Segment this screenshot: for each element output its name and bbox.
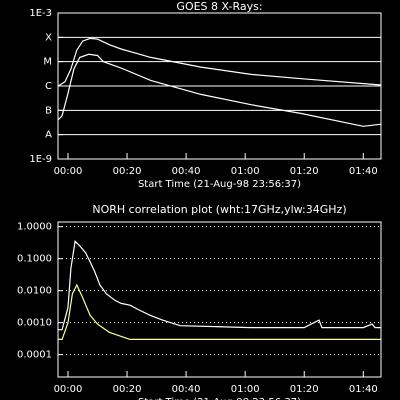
x-tick-label: 00:20 <box>113 384 142 395</box>
x-axis-label: Start Time (21-Aug-98 23:56:37) <box>138 179 301 190</box>
series-line <box>58 283 381 340</box>
x-tick-label: 01:40 <box>349 166 378 177</box>
x-tick-label: 00:20 <box>113 166 142 177</box>
y-tick-label: B <box>45 105 52 116</box>
y-tick-label: M <box>43 57 52 68</box>
y-tick-label: 0.0100 <box>17 286 52 297</box>
y-tick-label: 1E-3 <box>29 8 52 19</box>
x-tick-label: 01:40 <box>349 384 378 395</box>
x-tick-label: 01:00 <box>231 384 260 395</box>
x-tick-label: 00:00 <box>54 166 83 177</box>
y-tick-label: X <box>45 32 52 43</box>
x-tick-label: 01:20 <box>290 166 319 177</box>
y-tick-label: 1E-9 <box>29 154 52 165</box>
x-tick-label: 00:00 <box>54 384 83 395</box>
x-tick-label: 01:00 <box>231 166 260 177</box>
chart-title: GOES 8 X-Rays: <box>176 0 262 13</box>
x-tick-label: 00:40 <box>172 384 201 395</box>
series-line <box>57 37 382 87</box>
x-axis-label: Start Time (21-Aug-98 23:56:37) <box>138 397 301 400</box>
y-tick-label: A <box>45 130 52 141</box>
plot-frame <box>57 221 382 378</box>
x-tick-label: 01:20 <box>290 384 319 395</box>
y-tick-label: 0.0001 <box>17 350 52 361</box>
y-tick-label: 0.0010 <box>17 318 52 329</box>
y-tick-label: C <box>45 81 52 92</box>
y-tick-label: 1.0000 <box>17 222 52 233</box>
chart-title: NORH correlation plot (wht:17GHz,ylw:34G… <box>92 203 346 216</box>
series-line <box>57 53 382 127</box>
y-tick-label: 0.1000 <box>17 254 52 265</box>
series-line <box>58 240 381 331</box>
x-tick-label: 00:40 <box>172 166 201 177</box>
